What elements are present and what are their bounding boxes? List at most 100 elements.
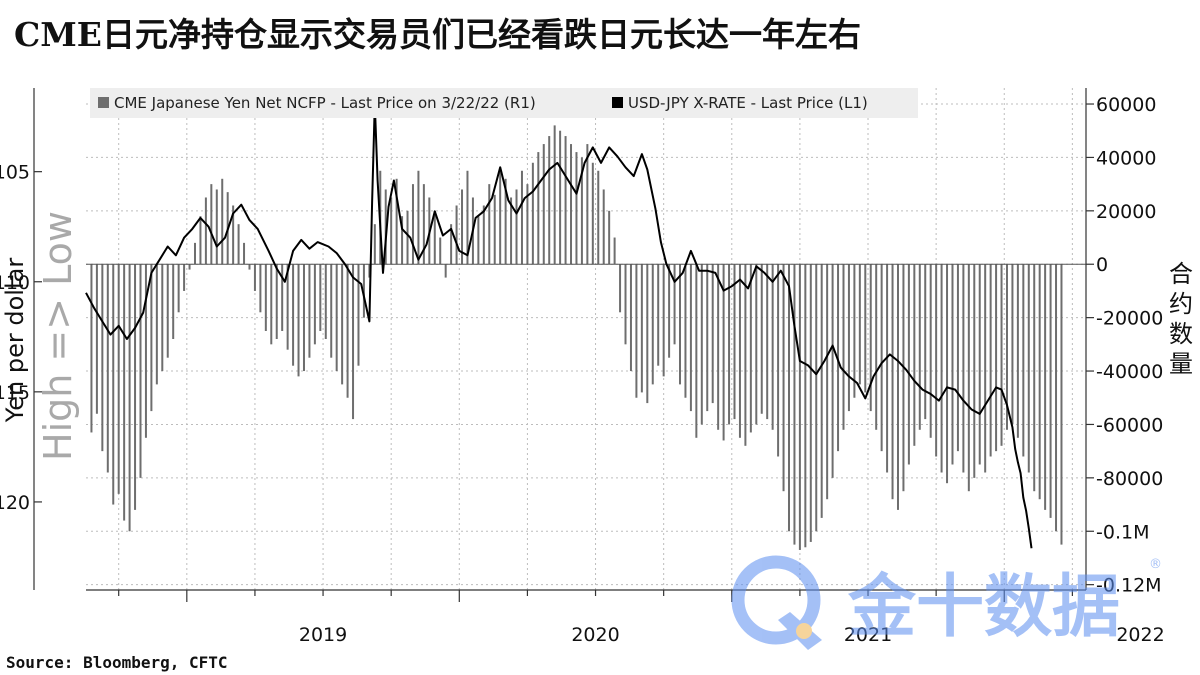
bar bbox=[935, 264, 938, 457]
bar bbox=[553, 125, 556, 265]
bar bbox=[411, 184, 414, 265]
right-axis-label-char: 数 bbox=[1169, 320, 1193, 348]
bar bbox=[809, 264, 812, 542]
bar bbox=[951, 264, 954, 465]
bar bbox=[477, 216, 480, 265]
bar bbox=[166, 264, 169, 358]
legend: CME Japanese Yen Net NCFP - Last Price o… bbox=[90, 88, 918, 118]
bar bbox=[128, 264, 131, 532]
bar bbox=[313, 264, 316, 345]
right-axis-label-char: 约 bbox=[1169, 290, 1193, 318]
bar bbox=[155, 264, 158, 385]
bar bbox=[842, 264, 845, 430]
bar bbox=[657, 264, 660, 366]
bar bbox=[771, 264, 774, 430]
left-tick-label: 110 bbox=[0, 272, 30, 294]
left-tick-label: 105 bbox=[0, 162, 30, 184]
bar bbox=[319, 264, 322, 331]
bar bbox=[782, 264, 785, 492]
bar bbox=[297, 264, 300, 377]
bar bbox=[1038, 264, 1041, 500]
bar bbox=[188, 264, 191, 270]
bar bbox=[662, 264, 665, 377]
bar bbox=[907, 264, 910, 465]
left-axis-label: Yen per dollar bbox=[1, 258, 29, 424]
bar bbox=[570, 144, 573, 265]
bar bbox=[946, 264, 949, 484]
bar bbox=[651, 264, 654, 385]
bar bbox=[896, 264, 899, 510]
right-tick-label: 40000 bbox=[1096, 147, 1156, 169]
bar bbox=[488, 184, 491, 265]
bar bbox=[493, 194, 496, 265]
bar bbox=[499, 170, 502, 265]
bar bbox=[548, 136, 551, 265]
bar bbox=[406, 210, 409, 265]
bar bbox=[461, 189, 464, 265]
bar bbox=[717, 264, 720, 430]
bar bbox=[308, 264, 311, 358]
bar bbox=[335, 264, 338, 372]
bar bbox=[515, 189, 518, 265]
bar bbox=[668, 264, 671, 358]
bar bbox=[929, 264, 932, 438]
right-tick-label: -80000 bbox=[1096, 468, 1163, 490]
bar bbox=[259, 264, 262, 313]
bar bbox=[395, 178, 398, 265]
bar bbox=[346, 264, 349, 398]
bar bbox=[352, 264, 355, 420]
bar bbox=[847, 264, 850, 412]
bar bbox=[635, 264, 638, 398]
bar bbox=[520, 170, 523, 265]
bar bbox=[123, 264, 126, 521]
right-tick-label: -60000 bbox=[1096, 414, 1163, 436]
bar-series bbox=[86, 125, 1086, 550]
bar bbox=[597, 170, 600, 265]
bar bbox=[973, 264, 976, 478]
bar bbox=[798, 264, 801, 550]
legend-marker-bars bbox=[98, 97, 109, 108]
bar bbox=[204, 197, 207, 265]
bar bbox=[777, 264, 780, 457]
bar bbox=[95, 264, 98, 414]
bar bbox=[679, 264, 682, 385]
bar bbox=[956, 264, 959, 452]
bar bbox=[689, 264, 692, 412]
bar bbox=[302, 264, 305, 372]
right-tick-label: -0.1M bbox=[1096, 521, 1149, 543]
bar bbox=[700, 264, 703, 425]
legend-background bbox=[90, 88, 918, 118]
bar bbox=[995, 264, 998, 452]
x-tick-labels: 2019 2020 2021 2022 bbox=[299, 624, 1165, 646]
bar bbox=[537, 152, 540, 265]
bar bbox=[989, 264, 992, 457]
bar bbox=[101, 264, 104, 452]
bar bbox=[559, 130, 562, 265]
watermark-icon bbox=[731, 555, 821, 645]
legend-label-line: USD-JPY X-RATE - Last Price (L1) bbox=[628, 94, 868, 112]
bar bbox=[629, 264, 632, 372]
bar bbox=[820, 264, 823, 518]
bar bbox=[450, 224, 453, 265]
bar bbox=[886, 264, 889, 473]
x-tick-label: 2021 bbox=[844, 624, 892, 646]
bar bbox=[1022, 264, 1025, 457]
bar bbox=[286, 264, 289, 350]
bar bbox=[117, 264, 120, 494]
bar bbox=[673, 264, 676, 345]
right-tick-labels: 60000 40000 20000 0 -20000 -40000 -60000 -80000… bbox=[1096, 94, 1163, 597]
bar bbox=[738, 264, 741, 438]
bar bbox=[172, 264, 175, 339]
bar bbox=[984, 264, 987, 473]
bar bbox=[902, 264, 905, 492]
x-tick-label: 2022 bbox=[1116, 624, 1164, 646]
bar bbox=[1049, 264, 1052, 518]
bar bbox=[608, 210, 611, 265]
bar bbox=[401, 216, 404, 265]
bar bbox=[292, 264, 295, 366]
bar bbox=[749, 264, 752, 433]
bar bbox=[684, 264, 687, 398]
bar bbox=[744, 264, 747, 446]
bar bbox=[373, 224, 376, 265]
bar bbox=[755, 264, 758, 425]
